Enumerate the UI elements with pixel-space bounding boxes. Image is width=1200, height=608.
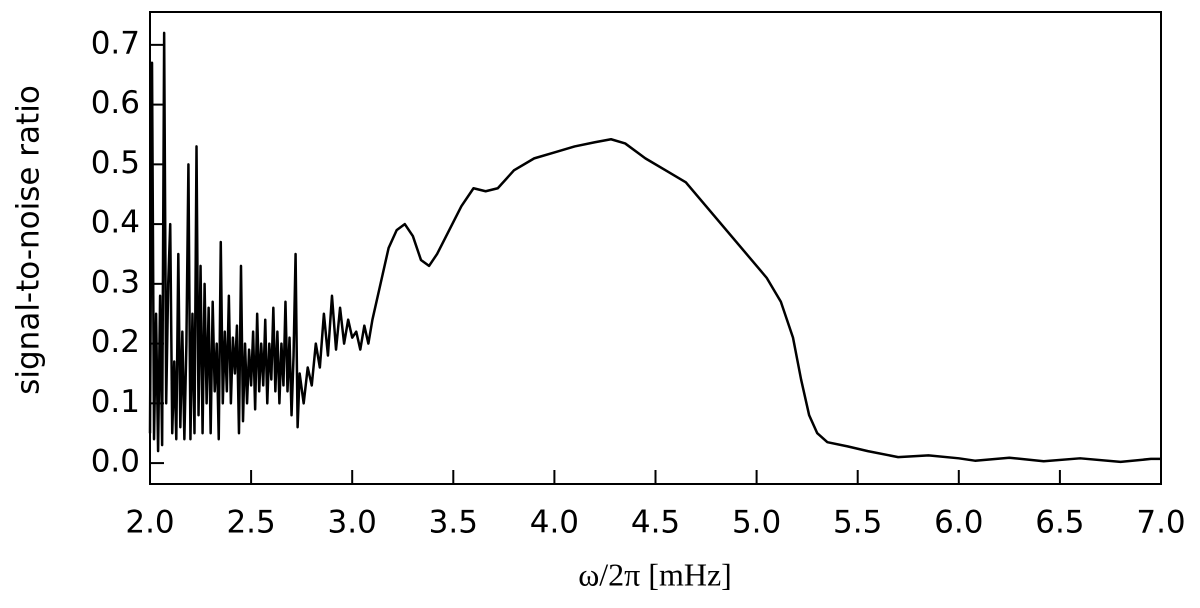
x-tick-label: 2.0: [125, 505, 174, 541]
y-tick-label: 0.7: [91, 25, 140, 61]
x-tick-label: 2.5: [226, 505, 275, 541]
x-tick-label: 5.5: [833, 505, 882, 541]
x-tick-label: 5.0: [732, 505, 781, 541]
x-tick-label: 3.0: [328, 505, 377, 541]
y-tick-label: 0.5: [91, 145, 140, 181]
x-tick-label: 6.0: [934, 505, 983, 541]
x-tick-label: 4.5: [631, 505, 680, 541]
x-tick-label: 6.5: [1035, 505, 1084, 541]
plot-frame: [149, 11, 1162, 485]
y-tick-label: 0.3: [91, 264, 140, 300]
x-axis-label: ω/2π [mHz]: [578, 556, 732, 592]
y-tick-label: 0.0: [91, 444, 140, 480]
y-tick-label: 0.2: [91, 324, 140, 360]
line-series: [148, 31, 1161, 464]
x-tick-label: 3.5: [429, 505, 478, 541]
y-tick-label: 0.6: [91, 85, 140, 121]
x-tick-label: 4.0: [530, 505, 579, 541]
y-tick-label: 0.1: [91, 384, 140, 420]
x-tick-label: 7.0: [1136, 505, 1185, 541]
y-axis-label: signal-to-noise ratio: [11, 85, 47, 395]
y-tick-label: 0.4: [91, 205, 140, 241]
